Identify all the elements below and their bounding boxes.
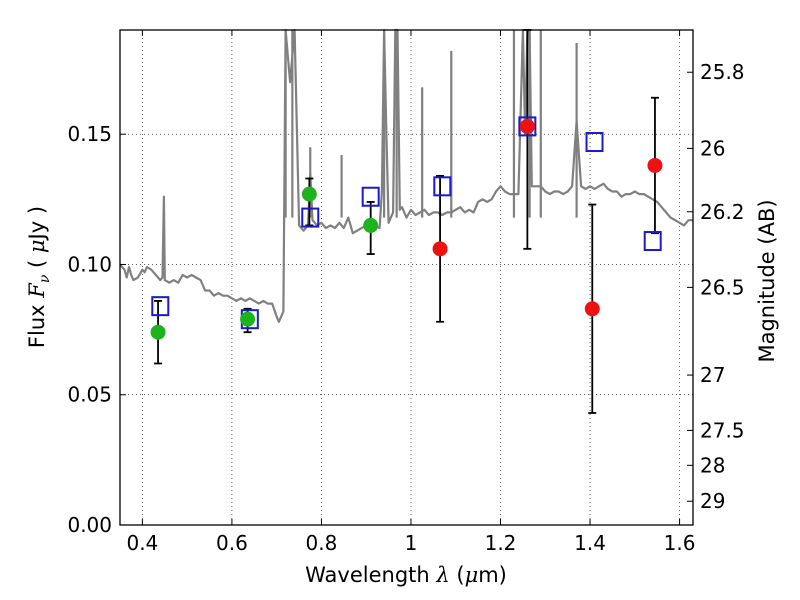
- detection-point: [301, 186, 317, 202]
- axis-ticks: 0.4 0.6 0.8 1 1.2 1.4 1.6 0.00 0.05 0.10 0.15 25.8 2…: [67, 30, 745, 555]
- upper-point: [519, 118, 535, 134]
- mag-tick-label: 27: [700, 363, 725, 387]
- model-photometry-square: [433, 176, 452, 197]
- upper-point: [647, 157, 663, 173]
- mag-tick-label: 25.8: [700, 60, 745, 84]
- y-tick-label: 0.00: [67, 513, 112, 537]
- detection-point: [150, 324, 166, 340]
- model-spectrum: [119, 28, 693, 323]
- model-photometry-square: [518, 116, 537, 137]
- x-tick-label: 0.8: [306, 531, 338, 555]
- detection-point: [240, 311, 256, 327]
- x-tick-label: 1.2: [485, 531, 517, 555]
- y-tick-label: 0.15: [67, 122, 112, 146]
- grid-lines: [120, 30, 693, 526]
- model-photometry-square: [643, 231, 662, 252]
- model-photometry-square: [301, 207, 320, 228]
- mag-tick-label: 26.2: [700, 200, 745, 224]
- right-axis-title: Magnitude (AB): [755, 199, 779, 362]
- data-points: [150, 29, 663, 414]
- mag-tick-label: 28: [700, 453, 725, 477]
- x-tick-label: 1.4: [574, 531, 606, 555]
- model-photometry-square: [585, 132, 604, 153]
- x-tick-label: 1.6: [664, 531, 696, 555]
- upper-point: [432, 241, 448, 257]
- plot-frame: [119, 29, 694, 526]
- x-tick-label: 0.6: [216, 531, 248, 555]
- x-axis-title: Wavelength λ (μm): [305, 563, 507, 587]
- y-axis-title: Flux Fν ( μJy ): [25, 206, 53, 348]
- y-tick-label: 0.05: [67, 383, 112, 407]
- spectrum-line: [119, 28, 693, 323]
- model-photometry-square: [151, 296, 170, 317]
- y-tick-label: 0.10: [67, 252, 112, 276]
- mag-tick-label: 26.5: [700, 275, 745, 299]
- model-photometry-square: [361, 186, 380, 207]
- mag-tick-label: 29: [700, 489, 725, 513]
- mag-tick-label: 27.5: [700, 418, 745, 442]
- x-tick-label: 0.4: [126, 531, 158, 555]
- mag-tick-label: 26: [700, 136, 725, 160]
- upper-point: [584, 301, 600, 317]
- x-tick-label: 1: [405, 531, 418, 555]
- detection-point: [363, 217, 379, 233]
